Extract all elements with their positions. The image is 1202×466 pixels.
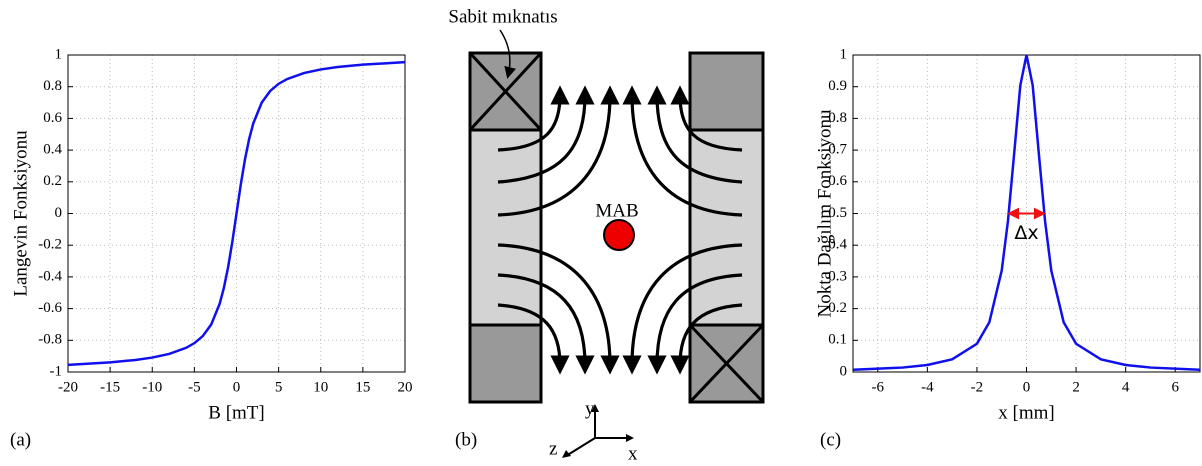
- y-tick-label: 1: [840, 46, 848, 62]
- axes-icon: [566, 408, 630, 456]
- axis-x-label: x: [628, 443, 638, 464]
- x-tick-label: 5: [275, 379, 283, 395]
- y-axis-label: Langevin Fonksiyonu: [10, 130, 31, 297]
- y-tick-label: 0.1: [828, 332, 847, 348]
- x-tick-label: -20: [58, 379, 78, 395]
- y-tick-label: -0.6: [38, 300, 62, 316]
- x-tick-label: -4: [921, 379, 934, 395]
- x-tick-label: 4: [1122, 379, 1130, 395]
- magnet-label: Sabit mıknatıs: [448, 6, 557, 27]
- figure: MAB Sabit mıknatıs y x z (b) -1 -0.8 -0.6 -…: [0, 0, 1202, 466]
- panel-label: (a): [10, 429, 31, 450]
- diagram: MAB Sabit mıknatıs y x z (b): [448, 6, 763, 464]
- particle: [604, 220, 634, 250]
- y-tick-label: -0.4: [38, 268, 62, 284]
- x-tick-label: 0: [1023, 379, 1031, 395]
- y-tick-label: 1: [55, 46, 63, 62]
- y-tick-label: 0.4: [43, 142, 62, 158]
- y-tick-label: 0.8: [43, 78, 62, 94]
- y-tick-label: -0.2: [38, 237, 62, 253]
- x-tick-label: 0: [233, 379, 241, 395]
- magnet-body: [470, 130, 541, 325]
- axis-z-label: z: [549, 438, 557, 459]
- x-tick-label: -6: [872, 379, 885, 395]
- particle-label: MAB: [595, 200, 638, 221]
- magnet-body: [690, 130, 763, 325]
- axes-arrowheads: [562, 404, 634, 458]
- x-tick-label: 15: [355, 379, 370, 395]
- x-tick-label: -5: [188, 379, 201, 395]
- y-tick-label: 0: [55, 205, 63, 221]
- data-line: [853, 55, 1200, 370]
- y-tick-label: 0: [840, 363, 848, 379]
- x-axis-label: B [mT]: [208, 402, 264, 423]
- y-tick-label: -1: [50, 363, 63, 379]
- y-tick-label: -0.8: [38, 332, 62, 348]
- x-tick-label: 10: [313, 379, 328, 395]
- y-tick-label: 0.6: [43, 110, 62, 126]
- x-tick-label: 2: [1072, 379, 1080, 395]
- annotation-text: Δx: [1014, 222, 1038, 244]
- magnet-block: [470, 325, 541, 402]
- x-tick-label: -15: [100, 379, 120, 395]
- magnet-block: [690, 53, 763, 130]
- axis-y-label: y: [585, 398, 595, 419]
- x-tick-label: 20: [398, 379, 413, 395]
- x-tick-label: -2: [971, 379, 984, 395]
- x-tick-label: -10: [142, 379, 162, 395]
- x-axis-label: x [mm]: [998, 402, 1054, 423]
- panel-label: (c): [820, 429, 841, 450]
- y-tick-label: 0.9: [828, 78, 847, 94]
- y-tick-label: 0.2: [43, 173, 62, 189]
- panel-label: (b): [455, 429, 477, 450]
- y-axis-label: Nokta Dağılım Fonksiyonu: [814, 109, 835, 317]
- x-tick-label: 6: [1171, 379, 1179, 395]
